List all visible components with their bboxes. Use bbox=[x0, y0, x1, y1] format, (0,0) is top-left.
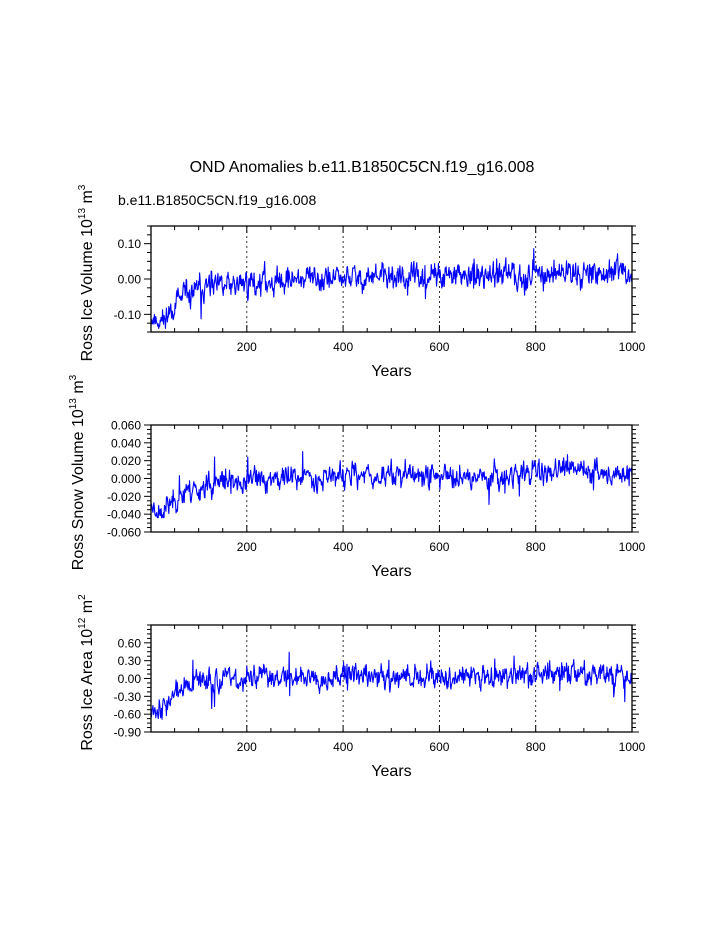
y-tick-label: 0.040 bbox=[111, 436, 141, 450]
y-tick-label: -0.020 bbox=[107, 490, 141, 504]
x-tick-label: 800 bbox=[526, 340, 546, 354]
x-tick-label: 1000 bbox=[619, 540, 646, 554]
y-axis-label: Ross Ice Volume 1013 m3 bbox=[77, 184, 96, 361]
y-tick-label: -0.040 bbox=[107, 508, 141, 522]
x-tick-label: 800 bbox=[526, 540, 546, 554]
chart-panel-3: 200 400 600 800 1000 Years 0.60 0.30 0.00 -0.30 -0… bbox=[77, 594, 646, 780]
x-tick-label: 200 bbox=[237, 340, 257, 354]
x-tick-label: 200 bbox=[237, 540, 257, 554]
x-tick-label: 400 bbox=[333, 340, 353, 354]
y-tick-label: -0.30 bbox=[114, 690, 142, 704]
series-line bbox=[150, 248, 633, 330]
y-tick-label: 0.060 bbox=[111, 419, 141, 433]
x-tick-label: 800 bbox=[526, 740, 546, 754]
x-tick-label: 200 bbox=[237, 740, 257, 754]
x-axis-label: Years bbox=[371, 363, 411, 380]
y-tick-label: 0.000 bbox=[111, 472, 141, 486]
x-tick-label: 400 bbox=[333, 740, 353, 754]
x-tick-label: 600 bbox=[429, 540, 449, 554]
x-tick-label: 600 bbox=[429, 740, 449, 754]
x-tick-label: 1000 bbox=[619, 340, 646, 354]
y-tick-label: 0.30 bbox=[118, 654, 142, 668]
series-line bbox=[150, 451, 633, 519]
x-tick-label: 1000 bbox=[619, 740, 646, 754]
y-tick-label: -0.90 bbox=[114, 726, 142, 740]
figure-title: OND Anomalies b.e11.B1850C5CN.f19_g16.00… bbox=[190, 159, 535, 176]
series-line bbox=[150, 651, 633, 720]
y-tick-label: -0.060 bbox=[107, 526, 141, 540]
y-tick-label: 0.10 bbox=[118, 237, 142, 251]
y-axis-label: Ross Snow Volume 1013 m3 bbox=[68, 374, 87, 570]
y-tick-label: 0.60 bbox=[118, 636, 142, 650]
x-tick-label: 400 bbox=[333, 540, 353, 554]
y-tick-label: 0.020 bbox=[111, 454, 141, 468]
x-axis-label: Years bbox=[371, 763, 411, 780]
y-tick-label: -0.10 bbox=[114, 308, 142, 322]
x-tick-label: 600 bbox=[429, 340, 449, 354]
legend-label: b.e11.B1850C5CN.f19_g16.008 bbox=[118, 192, 316, 208]
y-tick-label: 0.00 bbox=[118, 273, 142, 287]
x-axis-label: Years bbox=[371, 563, 411, 580]
y-axis-label: Ross Ice Area 1012 m2 bbox=[77, 594, 96, 751]
y-tick-label: -0.60 bbox=[114, 708, 142, 722]
chart-panel-2: 200 400 600 800 1000 Years 0.060 0.040 0.020 0.00… bbox=[68, 374, 646, 580]
chart-panel-1: 200 400 600 800 1000 Years 0.10 0.00 -0.10 Ross I… bbox=[77, 184, 646, 380]
y-tick-label: 0.00 bbox=[118, 672, 142, 686]
